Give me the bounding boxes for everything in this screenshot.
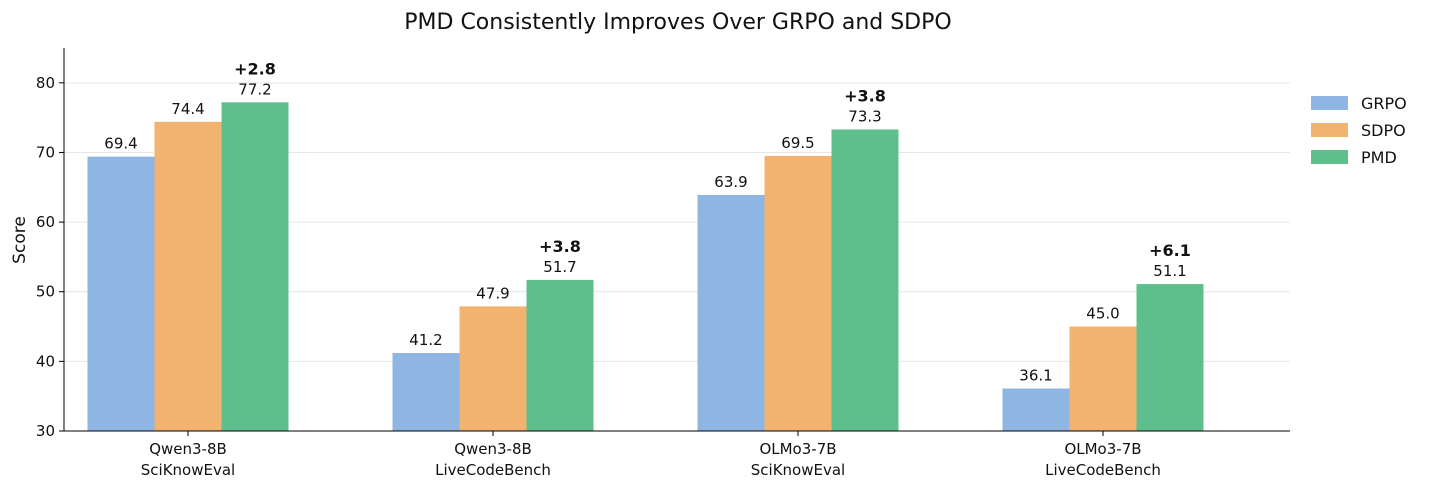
improvement-annotation-3: +6.1 xyxy=(1149,241,1191,260)
bar-pmd-2 xyxy=(831,129,899,431)
legend-label-pmd: PMD xyxy=(1361,148,1397,167)
y-tick-label: 50 xyxy=(36,283,55,301)
bar-sdpo-1 xyxy=(459,306,527,431)
y-tick-label: 40 xyxy=(36,352,55,370)
bar-sdpo-2 xyxy=(764,155,832,431)
x-tick-label: LiveCodeBench xyxy=(1045,461,1161,479)
value-label-sdpo-2: 69.5 xyxy=(781,134,814,152)
value-label-grpo-0: 69.4 xyxy=(104,135,137,153)
chart-title: PMD Consistently Improves Over GRPO and … xyxy=(404,10,951,35)
value-label-pmd-1: 51.7 xyxy=(543,258,576,276)
value-label-pmd-3: 51.1 xyxy=(1153,262,1186,280)
bar-pmd-1 xyxy=(526,279,594,431)
bar-sdpo-0 xyxy=(154,121,222,431)
legend-swatch-grpo xyxy=(1311,96,1348,110)
y-tick-label: 70 xyxy=(36,143,55,161)
y-tick-label: 30 xyxy=(36,422,55,440)
value-label-grpo-3: 36.1 xyxy=(1019,367,1052,385)
value-label-pmd-2: 73.3 xyxy=(848,107,881,125)
bar-sdpo-3 xyxy=(1069,326,1137,431)
legend-swatch-pmd xyxy=(1311,150,1348,164)
x-tick-label: SciKnowEval xyxy=(141,461,235,479)
x-tick-label: Qwen3-8B xyxy=(149,440,227,458)
legend-label-grpo: GRPO xyxy=(1361,94,1407,113)
axes: 30 40 50 60 70 80 Qwen3-8B SciKnowEval Qwen3-8B L… xyxy=(36,48,1290,479)
value-label-grpo-2: 63.9 xyxy=(714,173,747,191)
bar-grpo-1 xyxy=(392,353,460,431)
x-tick-label: LiveCodeBench xyxy=(435,461,551,479)
x-tick-label: OLMo3-7B xyxy=(1064,440,1141,458)
value-label-sdpo-1: 47.9 xyxy=(476,284,509,302)
bar-pmd-0 xyxy=(221,102,289,432)
value-label-pmd-0: 77.2 xyxy=(238,80,271,98)
y-axis-label: Score xyxy=(10,216,30,264)
x-tick-label: OLMo3-7B xyxy=(759,440,836,458)
bar-grpo-0 xyxy=(87,156,155,431)
improvement-annotation-2: +3.8 xyxy=(844,86,886,105)
improvement-annotation-1: +3.8 xyxy=(539,237,581,256)
legend-swatch-sdpo xyxy=(1311,123,1348,137)
bar-pmd-3 xyxy=(1136,284,1204,431)
value-label-grpo-1: 41.2 xyxy=(409,331,442,349)
x-tick-label: SciKnowEval xyxy=(751,461,845,479)
legend: GRPO SDPO PMD xyxy=(1311,94,1407,167)
y-tick-label: 60 xyxy=(36,213,55,231)
improvement-annotation-0: +2.8 xyxy=(234,59,276,78)
data-labels: 69.4 74.4 77.2 +2.8 41.2 47.9 51.7 +3.8 63.9 69.5… xyxy=(104,59,1191,384)
value-label-sdpo-0: 74.4 xyxy=(171,100,204,118)
x-tick-label: Qwen3-8B xyxy=(454,440,532,458)
legend-label-sdpo: SDPO xyxy=(1361,121,1406,140)
value-label-sdpo-3: 45.0 xyxy=(1086,305,1119,323)
y-tick-label: 80 xyxy=(36,74,55,92)
bars xyxy=(87,102,1204,432)
bar-grpo-3 xyxy=(1002,388,1070,431)
bar-grpo-2 xyxy=(697,194,765,431)
